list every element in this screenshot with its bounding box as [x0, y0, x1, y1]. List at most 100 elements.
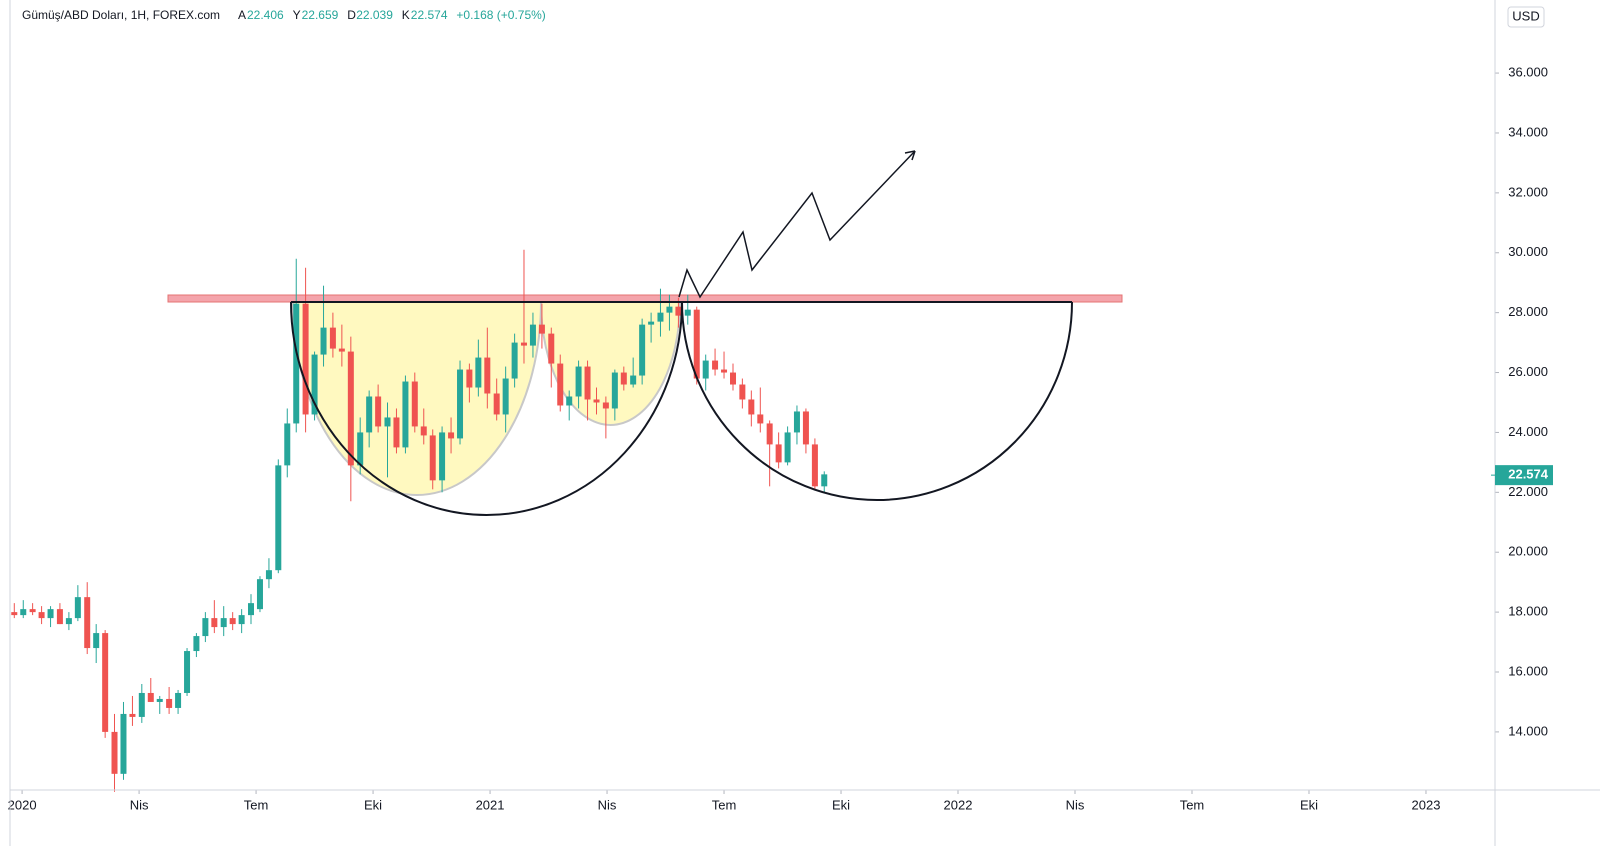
candle-body	[175, 692, 182, 708]
candle-body	[475, 357, 482, 388]
candle-body	[47, 609, 54, 619]
y-tick-label: 16.000	[1508, 663, 1548, 678]
ohlc-value: 22.659	[302, 8, 339, 22]
candle-body	[357, 432, 364, 466]
symbol: Gümüş/ABD Doları, 1H, FOREX.com	[22, 8, 220, 22]
candle-body	[220, 618, 227, 628]
candle-body	[138, 692, 145, 717]
candle-body	[811, 444, 818, 487]
candle-body	[256, 579, 263, 610]
candle-body	[566, 396, 573, 406]
candle-body	[802, 411, 809, 445]
candle-body	[639, 324, 646, 376]
candle-body	[675, 306, 682, 316]
candle-body	[74, 597, 81, 619]
candle-body	[84, 597, 91, 649]
resistance-band	[167, 294, 1123, 303]
candle-body	[293, 303, 300, 424]
candle-body	[484, 357, 491, 394]
candle-body	[538, 324, 545, 334]
x-tick-label: Tem	[712, 797, 737, 812]
y-tick-label: 32.000	[1508, 184, 1548, 199]
candle-body	[575, 366, 582, 397]
candle-body	[202, 618, 209, 637]
candle-body	[211, 618, 218, 628]
candle-body	[329, 327, 336, 349]
candle-body	[166, 698, 173, 708]
candle-body	[38, 612, 45, 619]
candle-body	[766, 423, 773, 445]
last-price-label: 22.574	[1508, 467, 1549, 482]
candle-body	[338, 348, 345, 352]
candle-body	[147, 692, 154, 702]
candle-body	[156, 698, 163, 702]
candle-body	[439, 432, 446, 481]
candle-body	[302, 303, 309, 415]
arrow-head	[904, 150, 916, 161]
candle-body	[457, 369, 464, 439]
candle-body	[611, 372, 618, 409]
y-tick-label: 24.000	[1508, 424, 1548, 439]
candle-body	[56, 609, 63, 625]
candle-body	[411, 381, 418, 427]
candle-body	[320, 327, 327, 355]
candle-body	[520, 342, 527, 346]
y-tick-label: 34.000	[1508, 124, 1548, 139]
candle-body	[11, 612, 18, 616]
ohlc-label: A	[238, 8, 246, 22]
semicircle	[681, 301, 1073, 501]
y-tick-label: 14.000	[1508, 723, 1548, 738]
y-tick-label: 30.000	[1508, 244, 1548, 259]
currency-box[interactable]	[1507, 6, 1545, 28]
candle-body	[602, 402, 609, 409]
candle-body	[666, 306, 673, 313]
candle-body	[739, 384, 746, 400]
candle-body	[102, 633, 109, 732]
candle-body	[511, 342, 518, 379]
candle-body	[529, 324, 536, 346]
y-tick-label: 20.000	[1508, 544, 1548, 559]
candle-body	[65, 618, 72, 625]
candle-body	[784, 432, 791, 463]
candle-body	[712, 360, 719, 370]
x-tick-label: Eki	[1300, 797, 1318, 812]
x-tick-label: 2023	[1412, 797, 1441, 812]
candle-body	[493, 393, 500, 415]
candle-body	[120, 713, 127, 774]
x-tick-label: Tem	[244, 797, 269, 812]
x-tick-label: Eki	[832, 797, 850, 812]
y-tick-label: 26.000	[1508, 364, 1548, 379]
x-tick-label: 2020	[8, 797, 37, 812]
candle-body	[311, 354, 318, 415]
candle-body	[238, 615, 245, 625]
candle-body	[548, 333, 555, 364]
y-tick-label: 22.000	[1508, 484, 1548, 499]
ohlc-label: D	[347, 8, 356, 22]
drawings	[290, 150, 1073, 516]
candle-body	[584, 366, 591, 400]
x-tick-label: Tem	[1180, 797, 1205, 812]
candle-body	[593, 399, 600, 403]
candle-body	[393, 417, 400, 448]
candle-body	[111, 731, 118, 774]
candle-body	[248, 603, 255, 616]
y-tick-label: 28.000	[1508, 304, 1548, 319]
y-tick-label: 36.000	[1508, 65, 1548, 80]
candle-body	[702, 360, 709, 379]
ohlc-legend: A 22.406 Y 22.659 D 22.039 K 22.574 +0.168 (+0.7…	[238, 8, 546, 22]
currency[interactable]: USD	[1512, 8, 1539, 23]
candle-body	[347, 351, 354, 466]
candle-body	[375, 396, 382, 427]
candle-body	[184, 651, 191, 693]
ohlc-label: Y	[293, 8, 301, 22]
axes: 14.000 16.000 18.000 20.000 22.000 24.000 26.0…	[8, 65, 1548, 813]
candle-body	[557, 363, 564, 406]
candle-body	[502, 378, 509, 415]
candle-body	[129, 713, 136, 717]
candle-body	[775, 444, 782, 463]
semicircle	[290, 301, 683, 516]
candle-body	[793, 411, 800, 433]
candle-body	[684, 309, 691, 316]
candle-body	[429, 435, 436, 481]
